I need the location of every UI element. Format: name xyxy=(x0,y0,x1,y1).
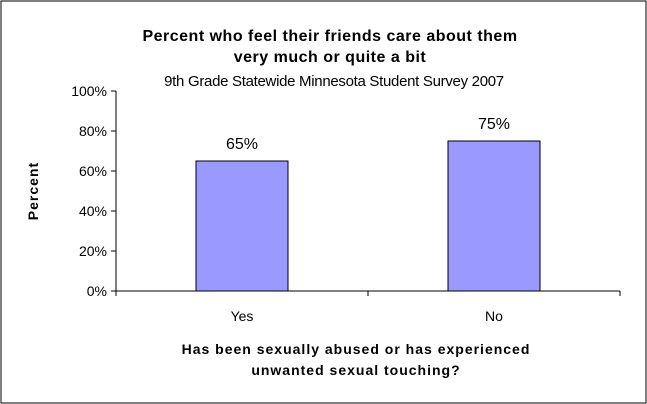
x-tick-label-no: No xyxy=(485,308,503,324)
data-label-yes: 65% xyxy=(226,136,258,153)
x-axis-label-line-2: unwanted sexual touching? xyxy=(251,362,460,378)
chart-subtitle: 9th Grade Statewide Minnesota Student Su… xyxy=(164,73,504,90)
y-tick-label-100: 100% xyxy=(71,83,107,99)
y-axis-label: Percent xyxy=(25,162,41,220)
chart-title-line-2: very much or quite a bit xyxy=(234,49,427,66)
y-tick-label-20: 20% xyxy=(79,243,107,259)
y-tick-label-0: 0% xyxy=(87,283,107,299)
chart-title-line-1: Percent who feel their friends care abou… xyxy=(142,28,517,45)
x-tick-label-yes: Yes xyxy=(231,308,254,324)
data-label-no: 75% xyxy=(478,116,510,133)
y-tick-label-40: 40% xyxy=(79,203,107,219)
y-tick-label-60: 60% xyxy=(79,163,107,179)
plot-area: 0% 20% 40% 60% 80% 100% 65% Yes 75% No xyxy=(71,83,621,324)
bar-yes xyxy=(195,160,289,292)
bar-no xyxy=(447,140,541,292)
x-axis-label-line-1: Has been sexually abused or has experien… xyxy=(182,341,531,357)
y-tick-label-80: 80% xyxy=(79,123,107,139)
